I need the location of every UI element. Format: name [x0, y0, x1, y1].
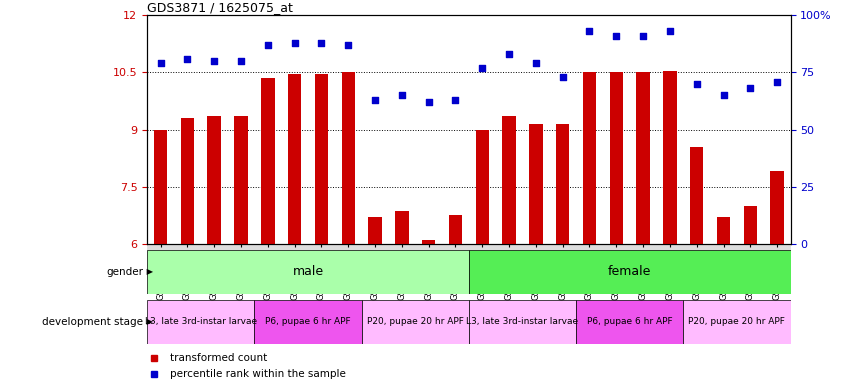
Bar	[261, 78, 274, 244]
Point	[610, 33, 623, 39]
Text: male: male	[293, 265, 324, 278]
Text: P6, pupae 6 hr APF: P6, pupae 6 hr APF	[265, 317, 351, 326]
Point	[770, 79, 784, 85]
Bar	[475, 130, 489, 244]
Bar	[449, 215, 463, 244]
Text: female: female	[608, 265, 652, 278]
Point	[208, 58, 221, 64]
Bar	[154, 130, 167, 244]
Point	[395, 92, 409, 98]
Text: L3, late 3rd-instar larvae: L3, late 3rd-instar larvae	[467, 317, 579, 326]
Point	[422, 99, 436, 105]
Bar	[717, 217, 730, 244]
Point	[556, 74, 569, 80]
Text: ▶: ▶	[144, 317, 153, 326]
Point	[154, 60, 167, 66]
Bar	[556, 124, 569, 244]
Text: GDS3871 / 1625075_at: GDS3871 / 1625075_at	[147, 1, 293, 14]
Point	[181, 56, 194, 62]
Bar	[422, 240, 436, 244]
Bar	[610, 73, 623, 244]
Bar	[181, 118, 194, 244]
Text: percentile rank within the sample: percentile rank within the sample	[170, 369, 346, 379]
Point	[637, 33, 650, 39]
Text: P20, pupae 20 hr APF: P20, pupae 20 hr APF	[689, 317, 785, 326]
Point	[743, 85, 757, 91]
Text: development stage: development stage	[42, 317, 143, 327]
Bar	[637, 73, 650, 244]
Point	[717, 92, 730, 98]
Bar	[147, 250, 468, 294]
Point	[502, 51, 516, 57]
Point	[475, 65, 489, 71]
Bar	[362, 300, 468, 344]
Bar	[235, 116, 248, 244]
Bar	[468, 300, 576, 344]
Bar	[208, 116, 221, 244]
Bar	[664, 71, 677, 244]
Point	[341, 42, 355, 48]
Point	[261, 42, 274, 48]
Bar	[502, 116, 516, 244]
Bar	[683, 300, 791, 344]
Point	[664, 28, 677, 35]
Bar	[690, 147, 703, 244]
Bar	[743, 206, 757, 244]
Point	[235, 58, 248, 64]
Text: L3, late 3rd-instar larvae: L3, late 3rd-instar larvae	[145, 317, 257, 326]
Bar	[147, 300, 254, 344]
Bar	[395, 212, 409, 244]
Text: P6, pupae 6 hr APF: P6, pupae 6 hr APF	[587, 317, 673, 326]
Bar	[315, 74, 328, 244]
Bar	[288, 74, 301, 244]
Point	[449, 97, 463, 103]
Bar	[368, 217, 382, 244]
Bar	[341, 73, 355, 244]
Point	[368, 97, 382, 103]
Text: P20, pupae 20 hr APF: P20, pupae 20 hr APF	[367, 317, 463, 326]
Bar	[529, 124, 542, 244]
Text: ▶: ▶	[144, 267, 153, 276]
Bar	[254, 300, 362, 344]
Bar	[576, 300, 683, 344]
Bar	[770, 172, 784, 244]
Bar	[583, 73, 596, 244]
Text: transformed count: transformed count	[170, 353, 267, 363]
Text: gender: gender	[106, 267, 143, 277]
Point	[288, 40, 301, 46]
Point	[315, 40, 328, 46]
Point	[529, 60, 542, 66]
Point	[583, 28, 596, 35]
Bar	[468, 250, 791, 294]
Point	[690, 81, 703, 87]
